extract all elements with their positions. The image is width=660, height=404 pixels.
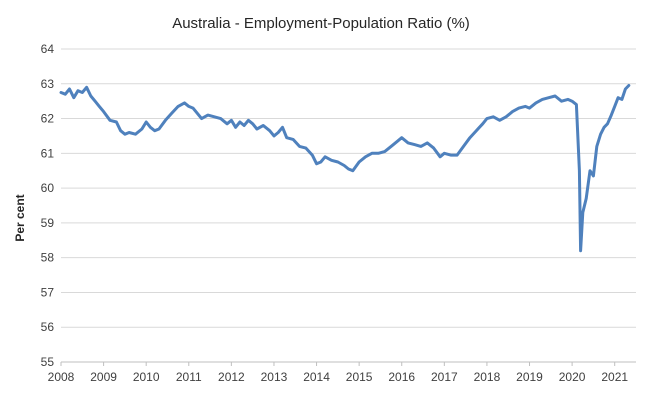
y-tick-label: 57 [41, 285, 55, 299]
y-tick-label: 59 [41, 216, 55, 230]
series-line-0 [59, 84, 631, 253]
x-tick-label: 2011 [176, 370, 202, 384]
y-tick-label: 58 [41, 251, 55, 265]
x-tick-label: 2015 [346, 370, 373, 384]
x-tick-label: 2016 [388, 370, 415, 384]
gridlines [61, 48, 636, 328]
x-tick-label: 2009 [90, 370, 117, 384]
x-tick-label: 2018 [474, 370, 501, 384]
x-tick-label: 2014 [303, 370, 330, 384]
x-tick-label: 2019 [516, 370, 543, 384]
chart-title: Australia - Employment-Population Ratio … [172, 15, 470, 32]
x-tick-label: 2013 [261, 370, 288, 384]
y-tick-label: 64 [41, 42, 55, 56]
y-tick-label: 60 [41, 181, 55, 195]
y-tick-label: 62 [41, 112, 55, 126]
y-tick-label: 63 [41, 77, 55, 91]
y-axis-label: Per cent [13, 194, 27, 241]
y-tick-label: 56 [41, 320, 55, 334]
x-tick-label: 2012 [218, 370, 245, 384]
x-tick-label: 2020 [559, 370, 586, 384]
y-tick-label: 61 [41, 146, 55, 160]
x-tick-label: 2017 [431, 370, 458, 384]
x-tick-labels: 2008 2009 2010 2011 2012 2013 2014 2015 2016 2017… [48, 362, 628, 384]
x-tick-label: 2010 [133, 370, 160, 384]
series-layer [59, 84, 631, 253]
y-tick-label: 55 [41, 355, 55, 369]
x-tick-label: 2021 [601, 370, 628, 384]
x-tick-label: 2008 [48, 370, 75, 384]
y-tick-labels: 55 56 57 58 59 60 61 62 63 64 [41, 42, 55, 369]
